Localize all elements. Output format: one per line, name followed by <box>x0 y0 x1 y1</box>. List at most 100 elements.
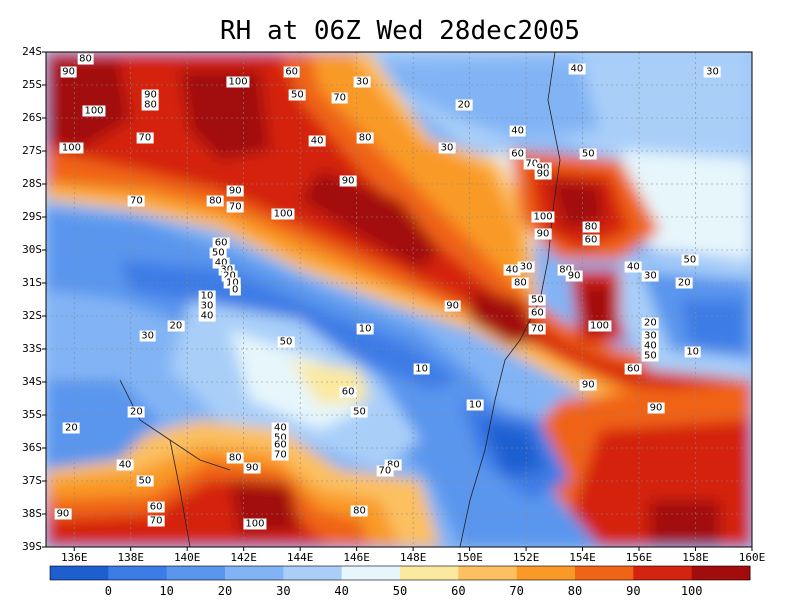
lat-tick-label: 28S <box>22 177 42 190</box>
contour-label: 60 <box>272 439 289 451</box>
colorbar-tick-label: 60 <box>451 584 466 598</box>
contour-label: 60 <box>509 148 526 160</box>
contour-label: 80 <box>77 53 94 65</box>
contour-label: 90 <box>579 379 597 391</box>
lon-tick-label: 158E <box>682 551 709 564</box>
lon-tick-label: 136E <box>60 551 88 564</box>
contour-label: 10 <box>684 346 702 358</box>
colorbar-tick-label: 70 <box>509 584 524 598</box>
lat-tick-label: 39S <box>22 540 42 553</box>
lat-tick-label: 24S <box>22 45 42 58</box>
lat-tick-label: 38S <box>22 507 42 520</box>
contour-label: 60 <box>625 363 642 375</box>
contour-label: 50 <box>351 406 368 418</box>
contour-label: 50 <box>136 475 154 487</box>
lat-tick-label: 29S <box>22 210 42 223</box>
contour-label: 30 <box>139 330 157 342</box>
contour-label: 70 <box>226 201 244 213</box>
contour-label: 40 <box>116 459 134 470</box>
contour-label: 40 <box>625 261 642 272</box>
colorbar-outline <box>49 565 751 581</box>
colorbar <box>49 565 751 581</box>
contour-label: 10 <box>224 277 241 289</box>
contour-label: 80 <box>356 132 374 144</box>
contour-label: 50 <box>288 89 306 101</box>
contour-label: 70 <box>376 465 394 477</box>
contour-label: 20 <box>675 277 693 289</box>
contour-label: 50 <box>272 432 289 444</box>
contour-label: 80 <box>351 505 368 517</box>
lon-tick-label: 160E <box>738 551 766 564</box>
contour-label: 90 <box>243 462 261 474</box>
colorbar-swatch <box>633 566 693 580</box>
contour-label: 90 <box>339 175 357 187</box>
contour-label: 100 <box>587 320 612 332</box>
colorbar-tick-label: 100 <box>680 584 703 598</box>
contour-label: 20 <box>455 99 473 111</box>
contour-label: 90 <box>142 89 159 101</box>
contour-label: 80 <box>384 459 402 470</box>
lat-tick-label: 30S <box>22 243 42 256</box>
contour-label: 40 <box>198 310 216 322</box>
contour-label: 60 <box>339 386 357 398</box>
contour-label: 100 <box>271 208 295 220</box>
colorbar-tick-label: 90 <box>626 584 641 598</box>
contour-label: 60 <box>283 66 301 78</box>
lat-tick-label: 25S <box>22 78 42 91</box>
contour-label: 30 <box>641 330 659 342</box>
contour-label: 80 <box>582 221 600 233</box>
lat-tick-label: 36S <box>22 441 42 454</box>
contour-label: 20 <box>221 270 238 282</box>
colorbar-tick-label: 80 <box>567 584 583 598</box>
contour-label: 40 <box>641 340 659 352</box>
contour-label: 10 <box>198 290 216 302</box>
lon-tick-label: 154E <box>569 551 596 564</box>
lon-tick-label: 150E <box>456 551 483 564</box>
contour-label: 40 <box>503 264 521 276</box>
contour-label: 80 <box>142 99 159 111</box>
contour-label: 80 <box>512 277 529 289</box>
contour-label: 20 <box>641 317 659 329</box>
contour-label: 100 <box>226 76 250 88</box>
map-ticks <box>42 51 753 551</box>
colorbar-swatch <box>341 566 401 580</box>
contour-label: 80 <box>226 452 244 464</box>
contour-label: 40 <box>212 257 230 269</box>
contour-label: 70 <box>147 515 165 527</box>
colorbar-swatch <box>400 566 459 580</box>
map-frame <box>45 51 753 548</box>
contour-label: 100 <box>82 105 106 117</box>
page-title: RH at 06Z Wed 28dec2005 <box>219 16 581 46</box>
colorbar-tick-label: 20 <box>217 584 233 598</box>
contour-label: 10 <box>466 399 484 411</box>
contour-label: 60 <box>147 501 165 513</box>
lon-tick-label: 140E <box>173 551 201 564</box>
lat-tick-label: 27S <box>22 144 42 157</box>
colorbar-swatch <box>166 566 226 580</box>
lat-tick-label: 33S <box>22 342 42 355</box>
contour-label: 50 <box>277 336 295 348</box>
colorbar-swatch <box>283 566 343 580</box>
contour-label: 40 <box>308 135 326 147</box>
contour-label: 30 <box>198 300 216 312</box>
lon-tick-label: 148E <box>399 551 427 564</box>
contour-label: 90 <box>534 228 552 239</box>
contour-label: 50 <box>529 294 546 305</box>
colorbar-swatch <box>458 566 518 580</box>
colorbar-swatch <box>108 566 168 580</box>
lat-tick-label: 32S <box>22 309 42 322</box>
contour-label: 40 <box>509 125 526 137</box>
contour-label: 90 <box>444 300 462 312</box>
contour-label: 100 <box>531 211 555 223</box>
contour-label: 50 <box>209 247 227 259</box>
contour-label: 50 <box>579 148 597 160</box>
contour-label: 30 <box>438 142 456 154</box>
contour-label: 30 <box>218 264 236 276</box>
contour-label: 100 <box>59 142 83 154</box>
contour-label: 90 <box>60 66 77 78</box>
contour-label: 60 <box>582 234 600 246</box>
contour-label: 80 <box>207 195 224 206</box>
lon-tick-label: 144E <box>286 551 314 564</box>
colorbar-tick-label: 0 <box>104 584 112 598</box>
